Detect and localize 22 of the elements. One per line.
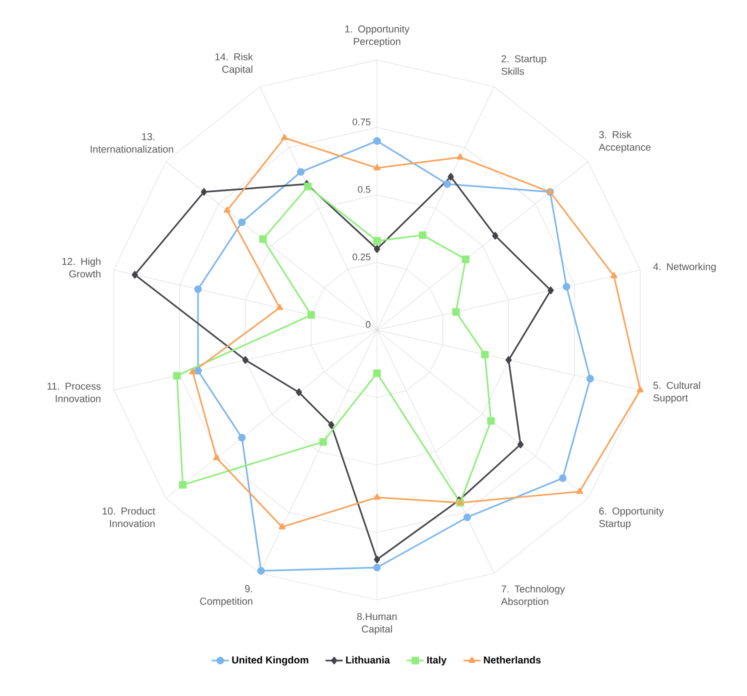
spoke-label: 12. High Growth [62,258,100,278]
spoke-label: 7. Technology Absorption [501,585,565,607]
spoke-label: 11. Process Innovation [48,382,101,402]
legend-label: Netherlands [484,656,541,664]
spoke-label: 6. Opportunity Startup [599,507,664,530]
spoke-label: 10. Product Innovation [102,507,156,528]
spoke-label: 5. Cultural Support [653,382,700,404]
legend-label: Italy [427,656,447,666]
spoke-label: 2. Startup Skills [501,55,546,75]
y-tick-label: 0.25 [352,254,370,260]
spoke-label: 14. Risk Capital [215,52,253,75]
spoke-label: 8.Human Capital [357,612,397,635]
legend-label: Lithuania [346,656,390,664]
y-tick-label: 0.5 [358,186,370,193]
spoke-label: 13. Internationalization [90,133,174,153]
legend-label: United Kingdom [232,656,308,666]
spoke-label: 1. Opportunity Perception [345,25,410,47]
spoke-label: 4. Networking [653,262,716,272]
spoke-label: 3. Risk Acceptance [598,130,651,153]
y-tick-label: 0 [366,321,370,328]
y-tick-label: 0.75 [352,118,370,126]
spoke-label: 9. Competition [200,585,252,607]
